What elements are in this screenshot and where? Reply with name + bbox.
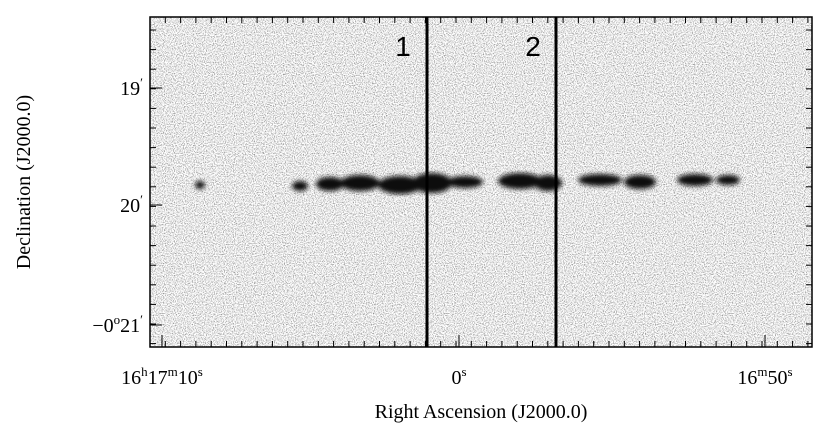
y-tick-label-part: ′ (140, 75, 143, 90)
y-tick-label: −0o21′ (92, 312, 143, 337)
x-tick-label-part: 10 (178, 367, 198, 389)
y-tick-label: 20′ (120, 192, 143, 217)
slit-label: 1 (395, 31, 411, 62)
x-tick-label: 16m50s (737, 364, 792, 389)
sky-image (150, 17, 812, 347)
x-tick-label: 16h17m10s (121, 364, 203, 389)
y-tick-label-part: ′ (140, 312, 143, 327)
plot-frame (149, 16, 813, 348)
y-axis-label: Declination (J2000.0) (13, 95, 35, 269)
tick-marks (149, 17, 812, 347)
y-tick-label-part: ′ (140, 192, 143, 207)
x-tick-label-part: 0 (451, 367, 461, 389)
x-tick-label-part: 50 (768, 367, 788, 389)
slit-label: 2 (525, 31, 541, 62)
x-tick-label-part: h (141, 364, 148, 379)
x-tick-label-part: m (168, 364, 178, 379)
y-tick-label-part: o (114, 312, 121, 327)
x-tick-label-part: s (198, 364, 203, 379)
x-tick-label-part: s (461, 364, 466, 379)
x-tick-label-part: 16 (121, 367, 141, 389)
x-tick-label-part: 17 (148, 367, 168, 389)
y-tick-label-part: 20 (120, 195, 140, 217)
x-tick-label-part: s (788, 364, 793, 379)
x-axis-label: Right Ascension (J2000.0) (375, 401, 588, 423)
y-tick-label-part: −0 (92, 315, 113, 337)
y-tick-label-part: 21 (120, 315, 140, 337)
y-tick-label-part: 19 (120, 78, 140, 100)
x-tick-label-part: m (757, 364, 767, 379)
x-tick-label-part: 16 (737, 367, 757, 389)
y-tick-label: 19′ (120, 75, 143, 100)
x-tick-label: 0s (451, 364, 466, 389)
